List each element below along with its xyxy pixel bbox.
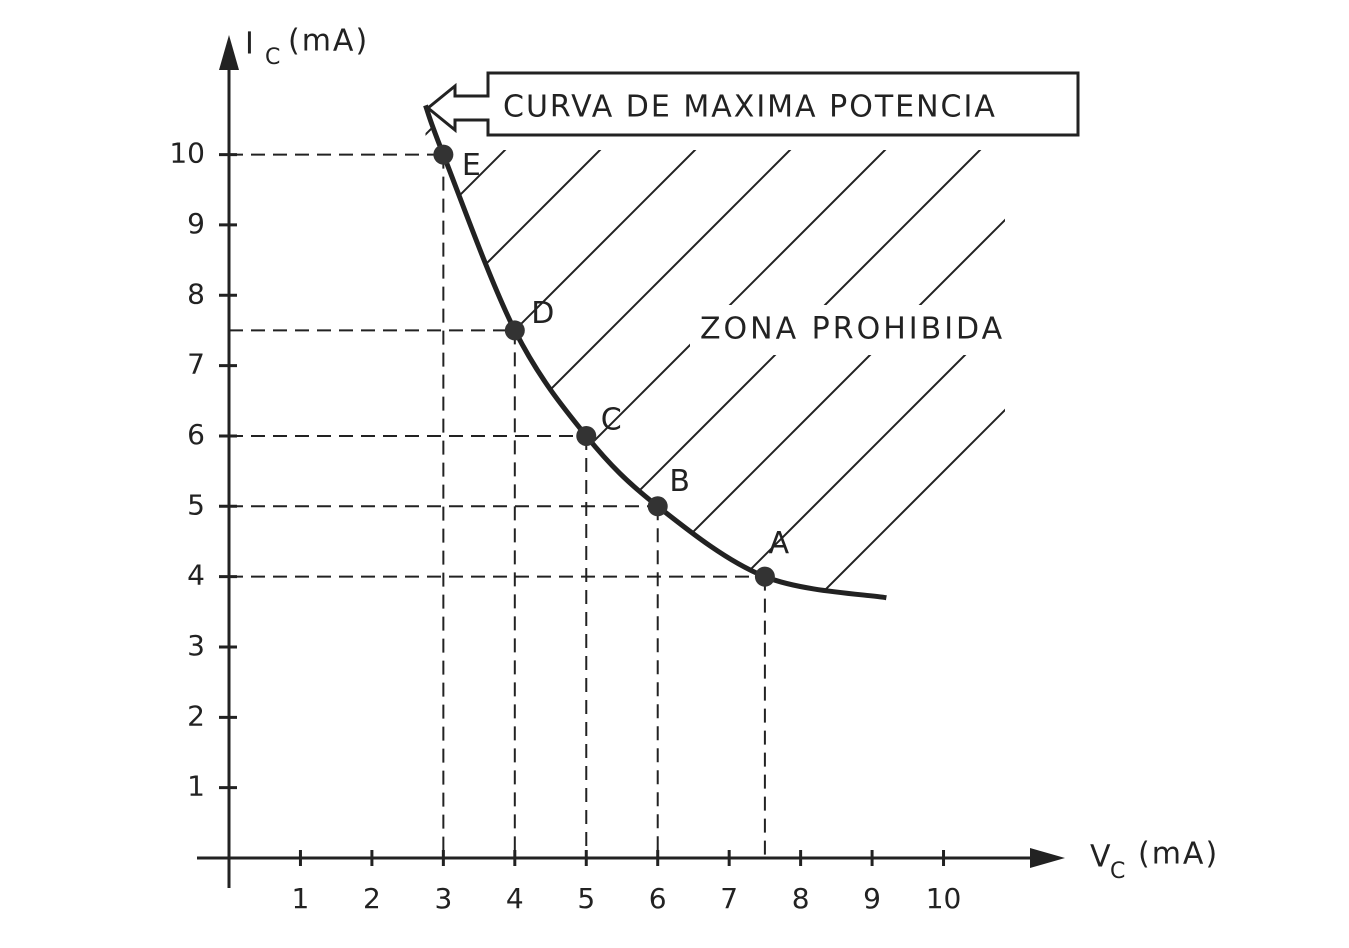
x-tick-label: 3 (434, 882, 452, 915)
y-tick-label: 3 (187, 629, 205, 662)
x-label: V (1090, 840, 1111, 875)
x-tick-label: 6 (649, 882, 667, 915)
y-tick-label: 1 (187, 770, 205, 803)
x-label-unit: (mA) (1138, 837, 1219, 872)
y-label-sub: C (265, 45, 280, 70)
y-label-unit: (mA) (288, 24, 369, 59)
x-label-sub: C (1110, 859, 1125, 884)
x-tick-label: 7 (720, 882, 738, 915)
callout-label: CURVA DE MAXIMA POTENCIA (503, 90, 997, 125)
y-tick-label: 6 (187, 418, 205, 451)
y-arrow (219, 35, 239, 70)
point (576, 425, 597, 446)
y-tick-label: 8 (187, 277, 205, 310)
x-tick-label: 9 (863, 882, 881, 915)
y-label: I (245, 27, 254, 62)
point (647, 496, 668, 517)
hatch-line (714, 105, 1005, 598)
x-tick-label: 10 (926, 882, 962, 915)
point-label: E (462, 148, 481, 183)
x-arrow (1030, 848, 1065, 868)
y-tick-label: 4 (187, 559, 205, 592)
callout: CURVA DE MAXIMA POTENCIA (425, 71, 1080, 137)
point (433, 144, 454, 165)
y-tick-label: 10 (169, 137, 205, 170)
point-label: D (531, 296, 554, 331)
x-tick-label: 8 (792, 882, 810, 915)
point-label: C (601, 402, 622, 437)
x-tick-label: 4 (506, 882, 524, 915)
point (754, 566, 775, 587)
x-tick-label: 1 (292, 882, 310, 915)
x-tick-label: 2 (363, 882, 381, 915)
y-tick-label: 5 (187, 488, 205, 521)
zone-bg (690, 305, 1035, 355)
callout-box (425, 71, 1080, 137)
point-label: A (769, 526, 790, 561)
y-tick-label: 2 (187, 699, 205, 732)
x-tick-label: 5 (577, 882, 595, 915)
y-tick-label: 9 (187, 207, 205, 240)
point (504, 320, 525, 341)
y-tick-label: 7 (187, 348, 205, 381)
point-label: B (669, 464, 690, 499)
zone-label: ZONA PROHIBIDA (700, 312, 1005, 347)
